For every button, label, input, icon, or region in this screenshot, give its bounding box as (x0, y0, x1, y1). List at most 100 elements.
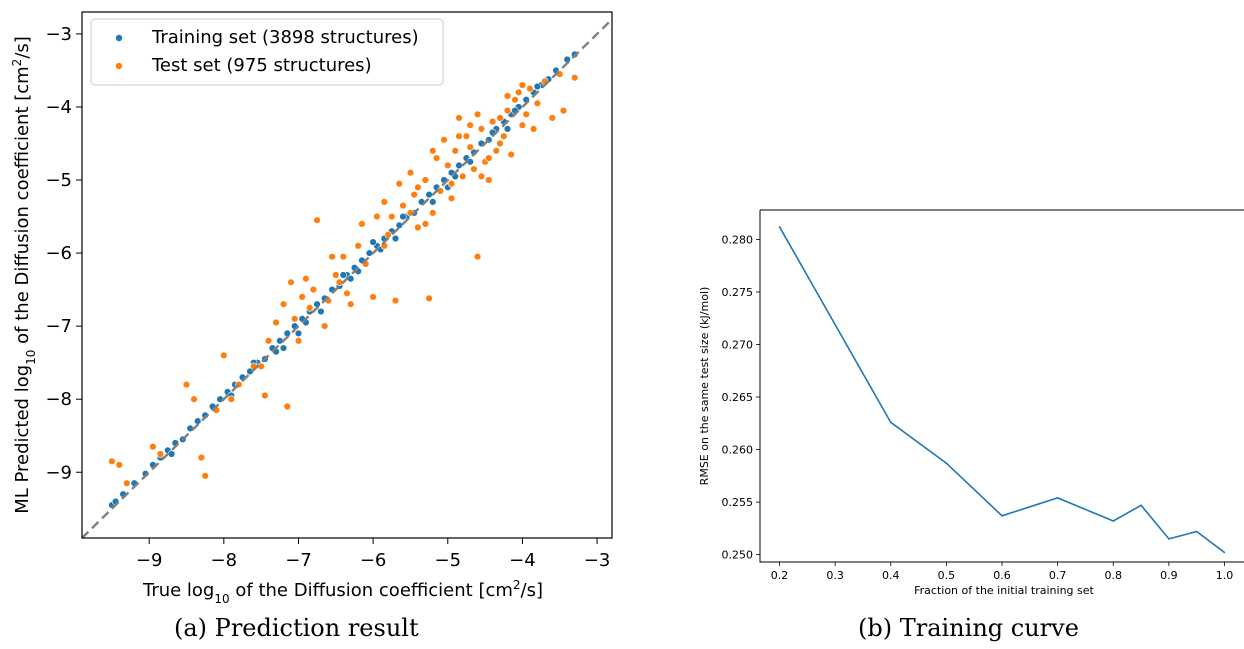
test-point (309, 285, 318, 294)
test-point (485, 176, 493, 184)
test-point (570, 73, 579, 82)
x-tick-label: −9 (136, 550, 163, 571)
test-point (455, 132, 463, 140)
test-point (123, 479, 131, 487)
test-point (488, 117, 497, 126)
legend-label-test: Test set (975 structures) (151, 55, 372, 76)
legend-marker-training (115, 34, 123, 42)
x-axis-label: True log10 of the Diffusion coefficient … (142, 578, 543, 606)
test-point (294, 337, 303, 345)
test-point (272, 318, 280, 327)
rmse-point (1112, 520, 1115, 522)
training-point (395, 221, 403, 230)
training-point (294, 329, 303, 338)
test-point (156, 450, 165, 458)
training-point (455, 161, 463, 170)
legend: Training set (3898 structures) Test set … (90, 18, 444, 86)
caption-b: (b) Training curve (858, 614, 1079, 642)
test-point (492, 147, 500, 155)
y-tick-label: 0.250 (722, 549, 754, 562)
rmse-point (1223, 551, 1226, 554)
x-tick-label: 0.4 (882, 569, 900, 582)
training-point (429, 198, 437, 206)
test-point (358, 220, 366, 228)
training-point (317, 307, 325, 316)
test-point (279, 300, 288, 308)
x-tick-label: 0.6 (993, 569, 1011, 582)
test-point (514, 88, 523, 97)
test-point (477, 125, 486, 133)
test-point (343, 289, 351, 297)
legend-label-training: Training set (3898 structures) (151, 27, 419, 48)
x-tick-label: 0.3 (826, 569, 844, 582)
test-point (470, 165, 478, 173)
test-point (447, 180, 456, 188)
test-point (414, 223, 422, 232)
training-point (503, 125, 512, 133)
test-point (432, 154, 441, 162)
training-point (369, 238, 377, 246)
y-tick-label: 0.265 (722, 391, 754, 404)
x-tick-label: 1.0 (1216, 569, 1234, 582)
test-point (518, 121, 527, 129)
test-point (283, 402, 291, 411)
test-point (414, 183, 422, 192)
test-point (533, 99, 542, 108)
test-point (399, 201, 407, 210)
x-tick-label: 0.5 (938, 569, 956, 582)
x-tick-label: −6 (360, 550, 387, 571)
x-tick-label: 0.8 (1105, 569, 1123, 582)
legend-marker-test (115, 62, 123, 70)
test-point (466, 121, 474, 129)
rmse-point (1140, 504, 1142, 507)
test-point (115, 461, 124, 469)
y-tick-label: −7 (45, 316, 72, 337)
caption-a: (a) Prediction result (174, 614, 419, 642)
test-point (197, 453, 206, 462)
test-point (320, 322, 329, 330)
y-tick-label: 0.270 (722, 338, 754, 351)
test-point (503, 92, 512, 100)
test-point (548, 114, 556, 122)
test-point (526, 84, 534, 93)
test-point (264, 337, 273, 345)
y-tick-label: −9 (45, 462, 72, 483)
rmse-data-points (778, 226, 1226, 554)
test-point (485, 154, 493, 162)
test-point (496, 114, 504, 122)
y-tick-label: −3 (45, 24, 72, 45)
x-tick-label: 0.2 (771, 569, 789, 582)
scatter-marks (108, 50, 579, 509)
test-point (477, 172, 486, 181)
y-axis-ticks: 0.250 0.255 0.260 0.265 0.270 0.275 0.280 (722, 233, 760, 562)
test-point (182, 380, 191, 389)
test-point (287, 278, 295, 286)
test-point (354, 242, 362, 250)
test-point (421, 176, 430, 184)
test-point (496, 139, 504, 148)
training-point (279, 344, 288, 352)
test-point (421, 220, 430, 228)
y-axis-label: RMSE on the same test size (kJ/mol) (698, 287, 711, 486)
plot-frame (759, 209, 1244, 563)
test-point (447, 194, 456, 203)
training-curve-chart: 0.2 0.3 0.4 0.5 0.6 0.7 0.8 0.9 1.0 0.2500.2550.… (698, 209, 1244, 597)
test-point (529, 125, 538, 133)
test-point (220, 351, 228, 360)
test-point (313, 216, 321, 224)
test-point (369, 293, 377, 301)
legend-box (90, 18, 444, 86)
y-axis-label: ML Predicted log10 of the Diffusion coef… (10, 36, 38, 514)
rmse-point (1001, 515, 1003, 517)
y-tick-label: 0.260 (722, 444, 754, 457)
y-tick-label: 0.280 (722, 233, 754, 246)
y-tick-label: −4 (45, 97, 72, 118)
test-point (298, 293, 306, 301)
rmse-point (778, 226, 781, 228)
training-point (425, 190, 433, 199)
x-tick-label: 0.7 (1049, 569, 1067, 582)
rmse-point (889, 421, 892, 424)
plot-frame (81, 11, 613, 539)
test-point (227, 395, 236, 403)
